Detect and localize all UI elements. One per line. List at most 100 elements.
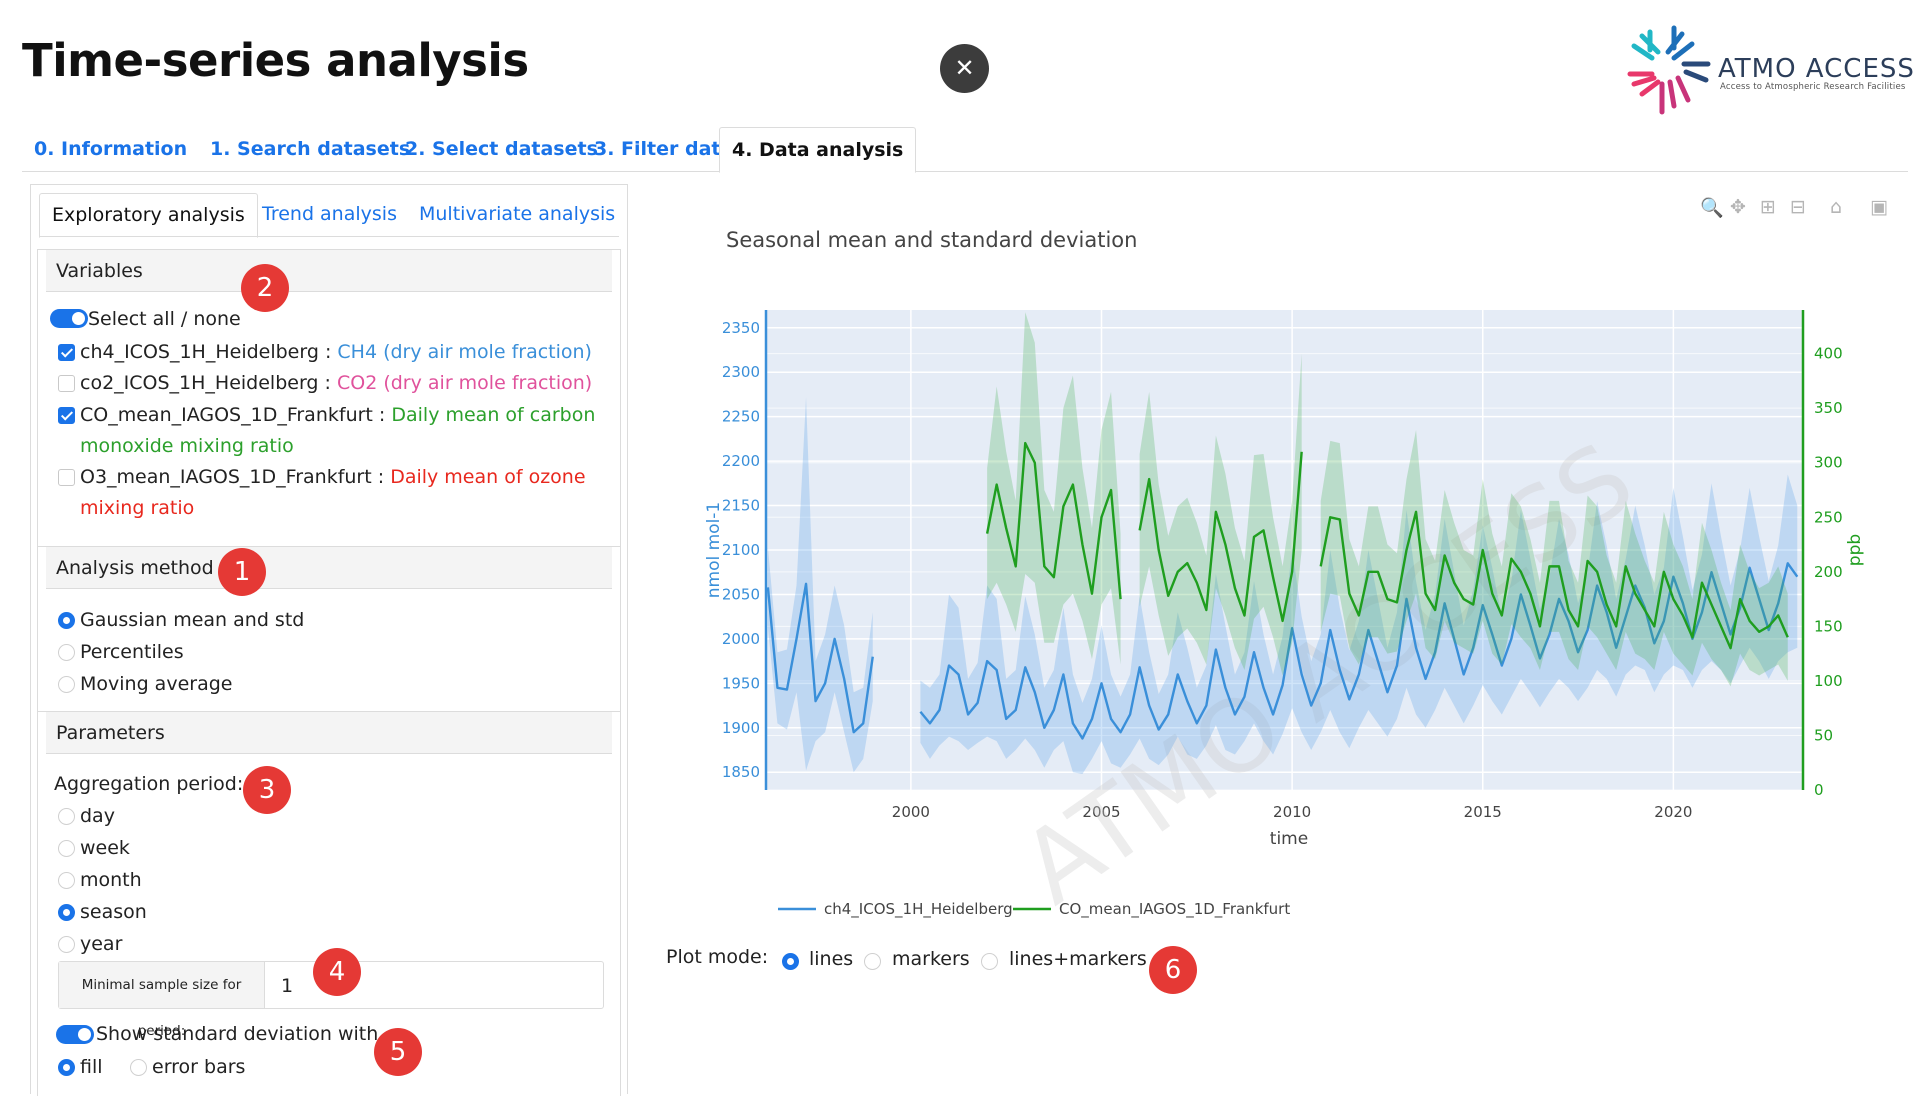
std-option-label: error bars [152, 1056, 246, 1078]
y-tick-label: 1950 [722, 674, 760, 692]
close-icon[interactable]: ✕ [940, 44, 989, 93]
tab-select-datasets[interactable]: 2. Select datasets [405, 138, 598, 160]
variable-o3: O3_mean_IAGOS_1D_Frankfurt : Daily mean … [80, 466, 586, 488]
x-tick-label: 2000 [892, 803, 930, 821]
x-tick-label: 2015 [1464, 803, 1502, 821]
variable-id: O3_mean_IAGOS_1D_Frankfurt [80, 466, 372, 488]
method-radio-percentiles[interactable] [58, 644, 75, 661]
std-radio-error-bars[interactable] [130, 1059, 147, 1076]
tab-trend-analysis[interactable]: Trend analysis [262, 203, 397, 225]
plot-mode-label: Plot mode: [666, 946, 769, 968]
tab-information[interactable]: 0. Information [34, 138, 188, 160]
aggregation-label: week [80, 837, 130, 859]
tab-data-analysis[interactable]: 4. Data analysis [719, 127, 917, 173]
select-all-toggle[interactable] [50, 309, 88, 328]
variable-id: co2_ICOS_1H_Heidelberg [80, 372, 319, 394]
method-label: Percentiles [80, 641, 184, 663]
series-line-CO_mean_IAGOS_1D_Frankfurt [1319, 510, 1789, 650]
min-sample-label: Minimal sample size for period: [59, 962, 265, 1039]
std-band-ch4_ICOS_1H_Heidelberg [767, 397, 873, 773]
variable-desc-cont: mixing ratio [80, 497, 195, 519]
y2-tick-label: 200 [1814, 563, 1843, 581]
aggregation-label: month [80, 869, 142, 891]
variable-checkbox-o3[interactable] [58, 469, 75, 486]
aggregation-radio-day[interactable] [58, 808, 75, 825]
zoom-in-icon[interactable]: ⊞ [1760, 196, 1776, 218]
method-radio-gaussian[interactable] [58, 612, 75, 629]
aggregation-radio-week[interactable] [58, 840, 75, 857]
std-band-CO_mean_IAGOS_1D_Frankfurt [1139, 353, 1302, 676]
plot-mode-option: markers [892, 948, 970, 970]
y2-tick-label: 150 [1814, 617, 1843, 635]
tab-search-datasets[interactable]: 1. Search datasets [210, 138, 411, 160]
variable-desc: CH4 (dry air mole fraction) [337, 341, 592, 363]
zoom-out-icon[interactable]: ⊟ [1790, 196, 1806, 218]
variable-id: ch4_ICOS_1H_Heidelberg [80, 341, 319, 363]
y-tick-label: 2150 [722, 497, 760, 515]
legend-label: CO_mean_IAGOS_1D_Frankfurt [1059, 900, 1290, 919]
legend-label: ch4_ICOS_1H_Heidelberg [824, 900, 1013, 919]
std-band-CO_mean_IAGOS_1D_Frankfurt [987, 312, 1121, 665]
y-tick-label: 2000 [722, 630, 760, 648]
camera-icon[interactable]: ▣ [1870, 196, 1888, 218]
std-option-label: fill [80, 1056, 103, 1078]
pan-icon[interactable]: ✥ [1730, 196, 1746, 218]
y2-axis-title: ppb [1845, 534, 1865, 566]
plot-mode-option: lines+markers [1009, 948, 1147, 970]
method-label: Moving average [80, 673, 233, 695]
tab-multivariate-analysis[interactable]: Multivariate analysis [419, 203, 616, 225]
aggregation-label: day [80, 805, 115, 827]
y2-tick-label: 250 [1814, 508, 1843, 526]
aggregation-radio-month[interactable] [58, 872, 75, 889]
select-all-label: Select all / none [88, 308, 241, 330]
y-tick-label: 1850 [722, 763, 760, 781]
chart-title: Seasonal mean and standard deviation [726, 228, 1138, 252]
aggregation-radio-season[interactable] [58, 904, 75, 921]
y2-tick-label: 50 [1814, 726, 1833, 744]
y-tick-label: 2350 [722, 319, 760, 337]
analysis-options-panel: Exploratory analysis Trend analysis Mult… [30, 184, 628, 1096]
variable-desc: Daily mean of carbon [391, 404, 596, 426]
y2-tick-label: 0 [1814, 781, 1824, 799]
y2-tick-label: 100 [1814, 672, 1843, 690]
y-tick-label: 2100 [722, 541, 760, 559]
method-radio-moving-average[interactable] [58, 676, 75, 693]
logo-tagline: Access to Atmospheric Research Facilitie… [1720, 82, 1906, 92]
zoom-icon[interactable]: 🔍 [1700, 197, 1724, 219]
x-tick-label: 2010 [1273, 803, 1311, 821]
series-line-CO_mean_IAGOS_1D_Frankfurt [1138, 451, 1303, 623]
y2-tick-label: 400 [1814, 345, 1843, 363]
plot-mode-option: lines [809, 948, 854, 970]
variable-checkbox-ch4[interactable] [58, 344, 75, 361]
step-badge: 4 [313, 948, 361, 996]
variable-checkbox-co[interactable] [58, 407, 75, 424]
aggregation-period-label: Aggregation period: [54, 773, 244, 795]
plot-mode-radio-lines[interactable] [782, 953, 799, 970]
step-badge: 1 [218, 548, 266, 596]
atmo-access-logo [1627, 25, 1711, 115]
aggregation-label: year [80, 933, 123, 955]
y2-tick-label: 350 [1814, 399, 1843, 417]
aggregation-label: season [80, 901, 147, 923]
step-badge: 2 [241, 264, 289, 312]
plot-mode-radio-lines-markers[interactable] [981, 953, 998, 970]
x-tick-label: 2005 [1082, 803, 1120, 821]
series-line-ch4_ICOS_1H_Heidelberg [766, 582, 874, 734]
logo-name: ATMO ACCESS [1718, 54, 1915, 84]
std-radio-fill[interactable] [58, 1059, 75, 1076]
analysis-method-card: Analysis method Gaussian mean and std Pe… [37, 546, 621, 712]
variable-checkbox-co2[interactable] [58, 375, 75, 392]
y-tick-label: 2250 [722, 408, 760, 426]
main-tab-bar: 0. Information 1. Search datasets 2. Sel… [22, 127, 1908, 173]
plot-mode-radio-markers[interactable] [864, 953, 881, 970]
aggregation-radio-year[interactable] [58, 936, 75, 953]
y-axis-title: nmol mol-1 [704, 502, 724, 599]
home-icon[interactable]: ⌂ [1830, 196, 1843, 218]
variable-ch4: ch4_ICOS_1H_Heidelberg : CH4 (dry air mo… [80, 341, 592, 363]
tab-exploratory-analysis[interactable]: Exploratory analysis [39, 193, 258, 238]
show-std-toggle[interactable] [56, 1025, 94, 1044]
y-tick-label: 1900 [722, 719, 760, 737]
variable-desc-cont: monoxide mixing ratio [80, 435, 294, 457]
tab-filter-data[interactable]: 3. Filter data [594, 138, 734, 160]
